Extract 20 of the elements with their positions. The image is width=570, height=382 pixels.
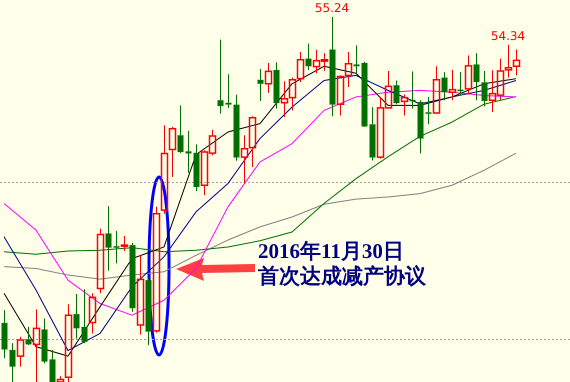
candlestick (512, 48, 520, 76)
candlestick (88, 292, 96, 334)
candlestick (504, 44, 512, 78)
candlestick (400, 94, 408, 116)
annotation: 2016年11月30日 (258, 239, 404, 263)
candlestick (64, 304, 72, 382)
candlestick (168, 126, 176, 178)
annotation: 54.34 (490, 28, 526, 43)
candlestick (432, 66, 440, 114)
candlestick (160, 124, 168, 214)
candlestick (16, 336, 24, 368)
annotation: 55.24 (314, 1, 350, 16)
candlestick (464, 54, 472, 95)
candlestick (448, 69, 456, 101)
annotation: 首次达成减产协议 (257, 264, 427, 288)
candlestick (32, 308, 40, 382)
candlestick (264, 62, 272, 94)
candlestick (96, 228, 104, 294)
candlestick (120, 236, 128, 252)
candlestick (136, 254, 144, 336)
